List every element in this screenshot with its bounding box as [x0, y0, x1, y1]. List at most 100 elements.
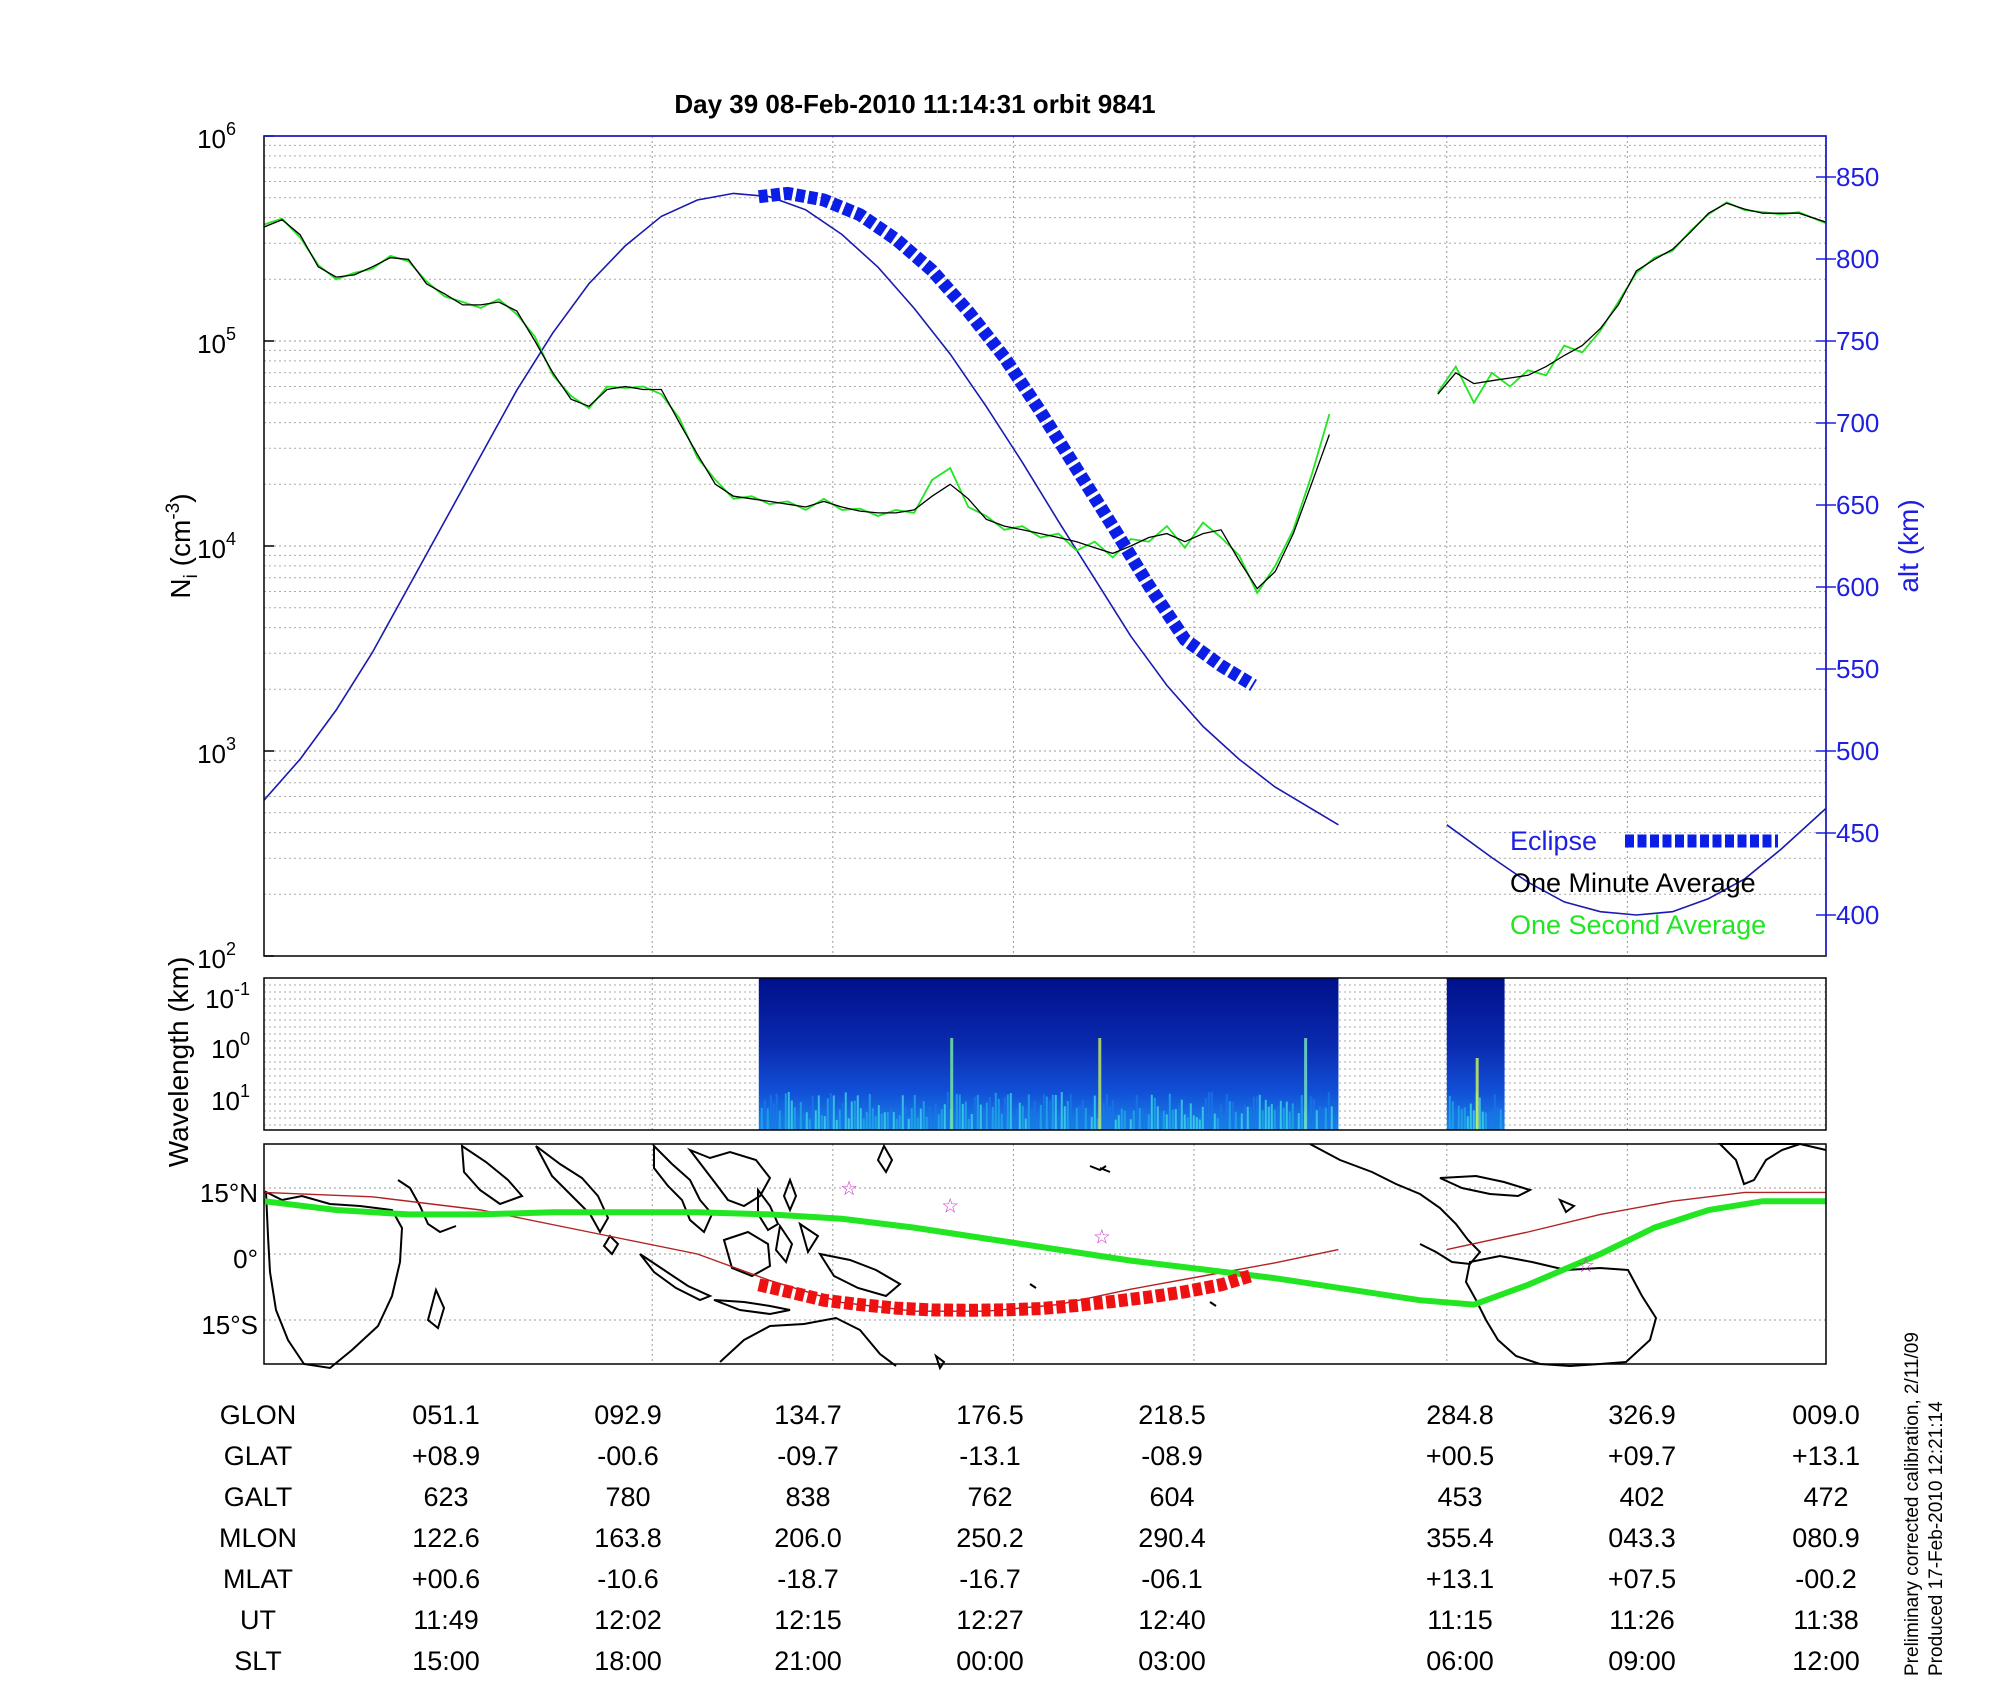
spectrogram-stripe [832, 1095, 835, 1130]
spectrogram-stripe [1270, 1104, 1273, 1130]
spectrogram-stripe [1186, 1117, 1189, 1130]
legend-eclipse-label: Eclipse [1510, 826, 1597, 856]
spectrogram-stripe [955, 1093, 958, 1130]
table-cell: -06.1 [1141, 1564, 1203, 1594]
spectrogram-stripe [1457, 1105, 1460, 1130]
spectrogram-stripe [1132, 1110, 1135, 1130]
spectrogram-stripe [1033, 1101, 1036, 1130]
density-tick-label: 106 [197, 119, 236, 154]
spectrogram-stripe [874, 1116, 877, 1130]
spectrogram-stripe [850, 1101, 853, 1130]
spectrogram-stripe [1090, 1116, 1093, 1130]
spectrogram-stripe [1144, 1115, 1147, 1130]
altitude-tick-label: 500 [1836, 736, 1879, 766]
table-cell: +07.5 [1608, 1564, 1676, 1594]
spectrogram-stripe [1240, 1113, 1243, 1130]
spectrogram-stripe [868, 1093, 871, 1130]
spectrogram-stripe [937, 1114, 940, 1130]
map-panel: ☆ ☆ ☆ ☆ 15°N 0° 15°S [200, 1143, 1827, 1371]
altitude-tick-label: 650 [1836, 490, 1879, 520]
spectrogram-stripe [1018, 1102, 1021, 1130]
spectrogram-stripe [997, 1098, 1000, 1130]
legend-second-average-label: One Second Average [1510, 910, 1766, 940]
altitude-tick-label: 550 [1836, 654, 1879, 684]
spectrogram-stripe [1114, 1119, 1117, 1130]
spectrogram-stripe [1318, 1105, 1321, 1130]
table-cell: 838 [785, 1482, 830, 1512]
spectrogram-stripe [1291, 1103, 1294, 1130]
spectrogram-stripe [796, 1114, 799, 1130]
table-cell: -00.2 [1795, 1564, 1857, 1594]
spectrogram-stripe [1174, 1109, 1177, 1130]
spectrogram-stripe [1150, 1094, 1153, 1130]
spectrogram-stripe [1231, 1101, 1234, 1130]
table-cell: 11:49 [413, 1605, 479, 1635]
spectrogram-stripe [1448, 1095, 1451, 1130]
spectrogram-stripe [1006, 1094, 1009, 1130]
spectrogram-stripe [880, 1113, 883, 1130]
spectrogram-stripe [889, 1109, 892, 1130]
produced-note: Produced 17-Feb-2010 12:21:14 [1926, 1401, 1947, 1676]
spectrogram-stripe [1147, 1114, 1150, 1130]
spectrogram-stripe [1255, 1096, 1258, 1130]
spectrogram-stripe [1156, 1106, 1159, 1130]
spectrogram-stripe [1171, 1109, 1174, 1130]
spectrogram-stripe [895, 1118, 898, 1130]
table-row-label: GLAT [224, 1441, 293, 1471]
spectrogram-stripe [793, 1107, 796, 1130]
spectrogram-stripe [973, 1096, 976, 1130]
spectrogram-stripe [1000, 1113, 1003, 1130]
coastlines [264, 1143, 1827, 1371]
spectrogram-stripe [1078, 1105, 1081, 1130]
spectrogram-stripe [1192, 1115, 1195, 1130]
spectrogram-stripe [1168, 1093, 1171, 1130]
table-cell: 402 [1619, 1482, 1664, 1512]
spectrogram-stripe [784, 1093, 787, 1130]
wavelength-tick-label: 10-1 [205, 979, 250, 1014]
spectrogram-stripe [1333, 1118, 1336, 1130]
spectrogram-stripe [1493, 1094, 1496, 1130]
spectrogram-stripe [1496, 1106, 1499, 1130]
spectrogram-stripe [1054, 1094, 1057, 1130]
spectrogram-stripe [1111, 1100, 1114, 1130]
star-marker: ☆ [941, 1196, 959, 1218]
spectrogram-stripe [1087, 1117, 1090, 1130]
spectrogram-stripe [1481, 1111, 1484, 1130]
table-cell: 290.4 [1138, 1523, 1206, 1553]
spectrogram-stripe [934, 1103, 937, 1130]
density-tick-label: 103 [197, 734, 236, 769]
table-cell: 326.9 [1608, 1400, 1676, 1430]
spectrogram-stripe [1451, 1101, 1454, 1130]
spectrogram-stripe [1045, 1096, 1048, 1130]
spectrogram-stripe [829, 1093, 832, 1130]
spectrogram-stripe [1075, 1107, 1078, 1130]
table-cell: +08.9 [412, 1441, 480, 1471]
spectrogram-stripe [1165, 1114, 1168, 1130]
spectrogram-stripe [1012, 1113, 1015, 1130]
table-cell: 21:00 [774, 1646, 842, 1676]
altitude-tick-label: 400 [1836, 900, 1879, 930]
spectrogram-stripe [1273, 1109, 1276, 1130]
spectrogram-stripe [1036, 1112, 1039, 1130]
spectrogram-stripe [1312, 1098, 1315, 1130]
spectrogram-stripe [1057, 1115, 1060, 1130]
table-cell: 122.6 [412, 1523, 480, 1553]
table-row-label: GALT [224, 1482, 293, 1512]
table-cell: 250.2 [956, 1523, 1024, 1553]
spectrogram-stripe [1487, 1113, 1490, 1130]
table-cell: 06:00 [1426, 1646, 1494, 1676]
spectrogram-stripe [1123, 1110, 1126, 1130]
spectrogram-stripe [1177, 1105, 1180, 1130]
spectrogram-stripe [970, 1114, 973, 1130]
spectrogram-stripe [1237, 1119, 1240, 1130]
spectrogram-stripe [1153, 1097, 1156, 1130]
spectrogram-stripe [1216, 1118, 1219, 1130]
spectrogram-stripe [904, 1106, 907, 1130]
spectrogram-stripe [820, 1115, 823, 1130]
spectrogram-stripe [967, 1119, 970, 1130]
altitude-tick-label: 450 [1836, 818, 1879, 848]
spectrogram-stripe [979, 1104, 982, 1130]
spectrogram-stripe [1261, 1110, 1264, 1130]
spectrogram-stripe [1138, 1107, 1141, 1130]
spectrogram-stripe [1228, 1101, 1231, 1130]
